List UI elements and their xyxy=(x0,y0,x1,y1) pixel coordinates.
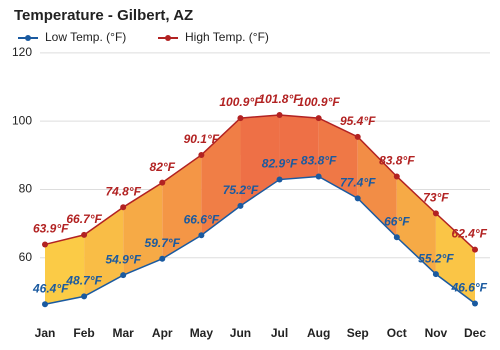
value-label: 75.2°F xyxy=(223,183,259,197)
x-tick-label: Nov xyxy=(425,326,448,340)
value-label: 101.8°F xyxy=(258,92,301,106)
data-point xyxy=(81,231,88,238)
data-point xyxy=(159,179,166,186)
value-label: 82°F xyxy=(150,160,176,174)
data-point xyxy=(354,195,361,202)
temp-band xyxy=(45,234,85,305)
value-label: 100.9°F xyxy=(298,95,341,109)
x-tick-label: Feb xyxy=(73,326,94,340)
temp-band xyxy=(84,207,124,297)
series-line xyxy=(44,175,476,305)
value-label: 46.4°F xyxy=(32,281,69,295)
data-point xyxy=(393,173,400,180)
temp-band xyxy=(240,114,280,206)
data-point xyxy=(159,255,166,262)
x-tick-label: Jul xyxy=(271,326,288,340)
data-point xyxy=(393,234,400,241)
x-tick-label: Apr xyxy=(152,326,173,340)
x-tick-label: Aug xyxy=(307,326,330,340)
data-point xyxy=(276,176,283,183)
chart-title: Temperature - Gilbert, AZ xyxy=(14,7,193,24)
data-point xyxy=(276,111,283,118)
value-label: 90.1°F xyxy=(184,132,220,146)
legend-label: Low Temp. (°F) xyxy=(45,30,126,44)
value-label: 66.6°F xyxy=(184,212,220,226)
data-point xyxy=(315,173,322,180)
value-label: 74.8°F xyxy=(105,184,141,198)
data-point xyxy=(198,151,205,158)
value-label: 59.7°F xyxy=(145,236,181,250)
data-point xyxy=(42,301,48,308)
y-tick-label: 80 xyxy=(19,182,33,196)
data-point xyxy=(432,271,439,278)
temp-band xyxy=(162,154,202,259)
x-tick-label: May xyxy=(190,326,214,340)
y-tick-label: 100 xyxy=(12,113,32,127)
temp-band xyxy=(396,176,436,275)
value-label: 73°F xyxy=(423,191,449,205)
temp-band xyxy=(357,136,397,238)
x-tick-label: Jan xyxy=(35,326,56,340)
value-label: 77.4°F xyxy=(340,176,376,190)
data-point xyxy=(432,210,439,217)
legend-marker xyxy=(165,35,171,41)
data-point xyxy=(198,232,205,239)
value-label: 46.6°F xyxy=(451,281,488,295)
data-point xyxy=(81,293,88,300)
y-tick-label: 60 xyxy=(19,250,33,264)
y-tick-label: 120 xyxy=(12,45,32,59)
value-label: 66.7°F xyxy=(66,212,102,226)
data-point xyxy=(120,272,127,279)
value-label: 83.8°F xyxy=(379,154,415,168)
data-point xyxy=(315,115,322,122)
value-label: 48.7°F xyxy=(65,274,102,288)
legend-label: High Temp. (°F) xyxy=(185,30,269,44)
x-tick-label: Sep xyxy=(347,326,369,340)
temp-band xyxy=(279,114,319,180)
value-label: 83.8°F xyxy=(301,154,337,168)
value-label: 62.4°F xyxy=(452,227,488,241)
data-point xyxy=(42,241,48,248)
data-point xyxy=(237,202,244,209)
value-label: 82.9°F xyxy=(262,157,298,171)
series-line xyxy=(44,114,476,251)
x-tick-label: Dec xyxy=(464,326,486,340)
data-point xyxy=(354,133,361,140)
data-point xyxy=(472,246,478,253)
temp-band xyxy=(201,118,241,236)
temp-band xyxy=(318,118,358,199)
value-label: 55.2°F xyxy=(418,251,454,265)
value-label: 54.9°F xyxy=(105,252,141,266)
data-point xyxy=(237,115,244,122)
value-label: 66°F xyxy=(384,214,410,228)
data-point xyxy=(472,300,478,307)
value-label: 95.4°F xyxy=(340,114,376,128)
x-tick-label: Jun xyxy=(230,326,251,340)
data-point xyxy=(120,204,127,211)
x-tick-label: Oct xyxy=(387,326,407,340)
legend-marker xyxy=(25,35,31,41)
value-label: 100.9°F xyxy=(219,95,262,109)
x-tick-label: Mar xyxy=(113,326,135,340)
temp-band xyxy=(123,182,163,276)
value-label: 63.9°F xyxy=(33,222,69,236)
